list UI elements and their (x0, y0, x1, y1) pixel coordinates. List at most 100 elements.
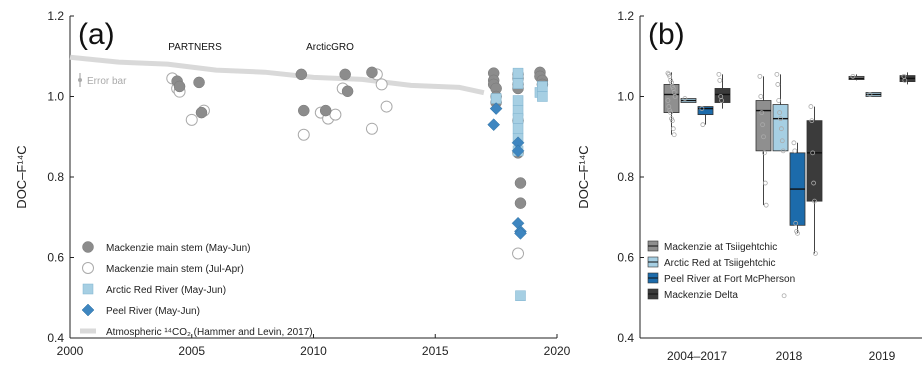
box-data-point (758, 94, 764, 99)
data-point-circle-open (380, 100, 393, 113)
legend-label: Arctic Red at Tsiigehtchic (664, 258, 776, 269)
annotation-partners: PARTNERS (168, 42, 222, 53)
panel-label: (a) (78, 18, 115, 51)
box-data-point (699, 106, 705, 111)
box-data-point (850, 73, 856, 79)
box-data-point (809, 118, 815, 124)
data-point-square (537, 91, 548, 102)
box-data-point (781, 293, 787, 299)
x-category-label: 2018 (776, 349, 803, 363)
data-point-circle-filled (514, 177, 527, 189)
y-tick-label: 0.4 (617, 331, 634, 345)
box-data-point (867, 92, 873, 97)
data-point-circle-filled (514, 197, 527, 209)
box-data-point (779, 138, 785, 144)
data-point-square (512, 67, 524, 79)
data-point-square (512, 78, 524, 89)
box-data-point (808, 104, 814, 109)
legend-label: Atmospheric ¹⁴CO₂ (Hammer and Levin, 201… (106, 327, 313, 338)
box-data-point (760, 122, 765, 128)
y-tick-label: 0.8 (47, 170, 64, 184)
error-bar-dot (78, 78, 82, 82)
box-data-point (775, 82, 781, 87)
x-tick-label: 2000 (57, 344, 84, 358)
data-point-circle-open (329, 108, 342, 121)
box-data-point (672, 94, 678, 99)
data-point-square (512, 123, 524, 134)
box-iqr (772, 104, 789, 152)
atmospheric-co2-band (69, 54, 485, 96)
y-axis-label: DOC–F¹⁴C (576, 145, 591, 208)
box-data-point (813, 251, 818, 256)
legend-label: Peel River at Fort McPherson (664, 274, 795, 285)
x-tick-label: 2020 (544, 344, 571, 358)
legend-marker-mackenzie-may-jun (82, 241, 94, 253)
data-point-circle-filled (295, 68, 308, 81)
y-tick-label: 1.0 (47, 90, 64, 104)
box-iqr (806, 120, 823, 202)
box-data-point (717, 78, 723, 83)
y-tick-label: 0.6 (47, 251, 64, 265)
box-data-point (780, 148, 786, 154)
x-tick-label: 2015 (422, 344, 449, 358)
box-data-point (776, 98, 782, 103)
box-data-point (759, 110, 765, 115)
box-data-point (757, 73, 763, 79)
box-data-point (671, 132, 677, 138)
box-data-point (682, 96, 688, 101)
data-point-circle-open (297, 128, 310, 141)
data-point-square (537, 81, 548, 92)
box-data-point (665, 98, 671, 103)
data-point-circle-filled (341, 85, 354, 98)
box-iqr (697, 106, 714, 116)
data-point-circle-filled (366, 66, 378, 79)
data-point-square (515, 290, 526, 301)
box-data-point (716, 71, 722, 77)
data-point-circle-open (375, 78, 388, 91)
y-tick-label: 1.2 (617, 9, 634, 23)
data-point-circle-filled (339, 68, 351, 81)
panel-b: 0.4 0.6 0.8 1.0 1.2 2004–2017 2018 2019 DOC–F¹⁴C… (576, 9, 922, 363)
x-category-label: 2019 (869, 349, 896, 363)
data-point-diamond (489, 102, 503, 115)
box-data-point (700, 122, 706, 128)
box-data-point (795, 230, 800, 236)
box-data-point (810, 150, 816, 156)
data-point-circle-filled (173, 80, 186, 93)
data-point-circle-filled (298, 104, 310, 117)
box-data-point (792, 148, 798, 154)
data-point-square (490, 93, 502, 104)
panel-label: (b) (648, 18, 685, 51)
legend-label: Mackenzie main stem (Jul-Apr) (106, 264, 244, 275)
box-data-point (670, 126, 676, 132)
error-bar-label: Error bar (87, 76, 127, 87)
data-point-circle-filled (319, 104, 332, 117)
annotation-arcticgro: ArcticGRO (306, 42, 354, 53)
data-point-diamond (511, 144, 525, 158)
legend-marker-mackenzie-jul-apr (82, 262, 94, 274)
box-data-point (812, 198, 817, 204)
box-data-point (774, 71, 780, 77)
y-tick-label: 0.4 (47, 331, 64, 345)
y-tick-label: 1.2 (47, 9, 64, 23)
box-data-point (811, 180, 816, 186)
y-tick-label: 0.6 (617, 251, 634, 265)
y-tick-label: 0.8 (617, 170, 634, 184)
box-data-point (762, 150, 767, 156)
data-point-diamond (514, 226, 527, 240)
box-data-point (719, 98, 724, 103)
legend-label: Peel River (May-Jun) (106, 306, 200, 317)
x-category-label: 2004–2017 (667, 349, 727, 363)
box-data-point (791, 140, 797, 146)
box-data-point (902, 78, 908, 83)
x-tick-label: 2010 (300, 344, 327, 358)
legend-label: Arctic Red River (May-Jun) (106, 285, 226, 296)
box-iqr (755, 100, 772, 152)
data-point-circle-open (512, 247, 525, 260)
y-tick-label: 1.0 (617, 90, 634, 104)
data-point-circle-filled (193, 76, 205, 89)
panel-a: 0.4 0.6 0.8 1.0 1.2 2000 2005 2010 2015 2020 DOC–F… (14, 9, 571, 358)
legend-label: Mackenzie at Tsiigehtchic (664, 242, 777, 253)
data-point-square (512, 95, 524, 106)
